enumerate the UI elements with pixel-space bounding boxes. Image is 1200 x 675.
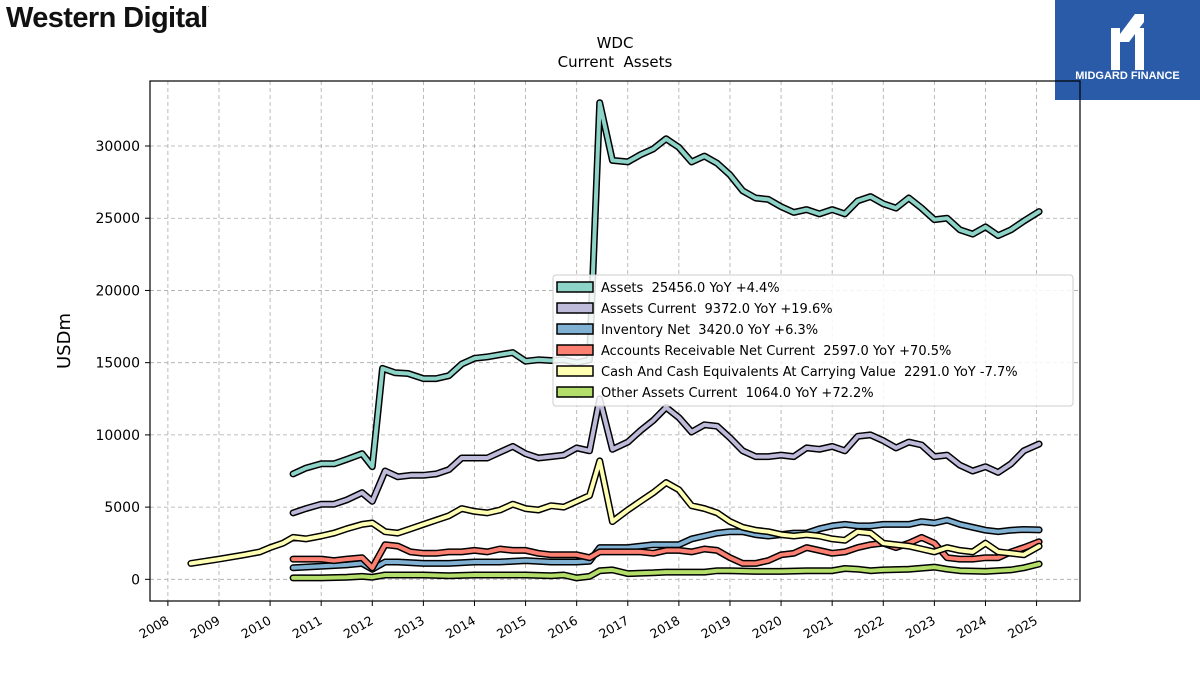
- x-tick-label: 2010: [239, 613, 274, 642]
- x-tick-label: 2021: [801, 613, 836, 642]
- series-assets-current: [289, 395, 1043, 517]
- series-line: [291, 562, 1042, 580]
- x-tick-label: 2017: [596, 613, 631, 642]
- legend-label: Inventory Net 3420.0 YoY +6.3%: [601, 323, 818, 338]
- x-tick-label: 2008: [136, 613, 171, 642]
- x-tick-label: 2012: [341, 613, 376, 642]
- y-tick-label: 30000: [95, 139, 140, 155]
- legend-swatch: [556, 281, 594, 293]
- legend-entry: Cash And Cash Equivalents At Carrying Va…: [556, 365, 1018, 380]
- legend-swatch: [556, 386, 594, 398]
- legend-entry: Assets 25456.0 YoY +4.4%: [556, 281, 780, 296]
- x-tick-label: 2022: [852, 613, 887, 642]
- x-tick-label: 2014: [443, 613, 478, 642]
- y-tick-label: 25000: [95, 211, 140, 227]
- plot-frame: [149, 80, 1081, 602]
- y-tick-label: 20000: [95, 283, 140, 299]
- legend-entry: Other Assets Current 1064.0 YoY +72.2%: [556, 386, 874, 401]
- series-other-assets-current: [289, 560, 1043, 582]
- legend-label: Accounts Receivable Net Current 2597.0 Y…: [601, 344, 951, 359]
- axis-ticks: 0 5000 10000 15000 20000 25000 30000 2008 2009 20…: [95, 139, 1040, 642]
- legend-swatch: [556, 365, 594, 377]
- y-tick-label: 0: [131, 572, 140, 588]
- logo-text: Western Digital: [6, 2, 208, 34]
- y-tick-label: 10000: [95, 428, 140, 444]
- series-inventory-net: [289, 516, 1043, 573]
- logo-text: MIDGARD FINANCE: [1075, 70, 1180, 82]
- legend-entry: Inventory Net 3420.0 YoY +6.3%: [556, 323, 818, 338]
- legend-label: Assets 25456.0 YoY +4.4%: [601, 281, 780, 296]
- chart-subtitle: Current Assets: [558, 53, 673, 71]
- legend-swatch: [556, 344, 594, 356]
- legend: Assets 25456.0 YoY +4.4% Assets Current 9…: [552, 274, 1074, 407]
- legend-label: Assets Current 9372.0 YoY +19.6%: [601, 302, 833, 317]
- midgard-finance-logo: MIDGARD FINANCE: [1055, 0, 1200, 100]
- series-line: [291, 535, 1042, 570]
- x-tick-label: 2016: [545, 613, 580, 642]
- x-tick-label: 2019: [698, 613, 733, 642]
- x-tick-label: 2011: [290, 613, 325, 642]
- series-line: [188, 458, 1042, 566]
- x-tick-label: 2013: [392, 613, 427, 642]
- series-accounts-receivable-net-current: [289, 533, 1043, 572]
- western-digital-logo: Western Digital.: [6, 2, 210, 35]
- chart-title: WDC: [597, 34, 634, 52]
- legend-label: Other Assets Current 1064.0 YoY +72.2%: [601, 386, 874, 401]
- x-tick-label: 2015: [494, 613, 529, 642]
- midgard-emblem-icon: [1111, 14, 1144, 70]
- x-tick-label: 2018: [647, 613, 682, 642]
- y-tick-label: 5000: [104, 500, 140, 516]
- x-tick-label: 2024: [954, 613, 989, 642]
- series-line: [291, 518, 1042, 572]
- legend-entry: Assets Current 9372.0 YoY +19.6%: [556, 302, 833, 317]
- legend-swatch: [556, 302, 594, 314]
- x-tick-label: 2020: [750, 613, 785, 642]
- series-lines: [187, 99, 1043, 582]
- series-line: [291, 396, 1042, 515]
- legend-box: [552, 274, 1074, 407]
- legend-entry: Accounts Receivable Net Current 2597.0 Y…: [556, 344, 951, 359]
- series-cash-and-cash-equivalents-at-carrying-value: [187, 457, 1043, 567]
- x-tick-label: 2023: [903, 613, 938, 642]
- series-line: [291, 100, 1042, 476]
- logo-mark: .: [207, 2, 210, 9]
- y-axis-label: USDm: [54, 313, 75, 369]
- legend-swatch: [556, 323, 594, 335]
- legend-label: Cash And Cash Equivalents At Carrying Va…: [601, 365, 1018, 380]
- series-line-outline: [289, 395, 1043, 517]
- x-tick-label: 2025: [1005, 613, 1040, 642]
- x-tick-label: 2009: [187, 613, 222, 642]
- y-tick-label: 15000: [95, 356, 140, 372]
- series-assets: [289, 99, 1043, 478]
